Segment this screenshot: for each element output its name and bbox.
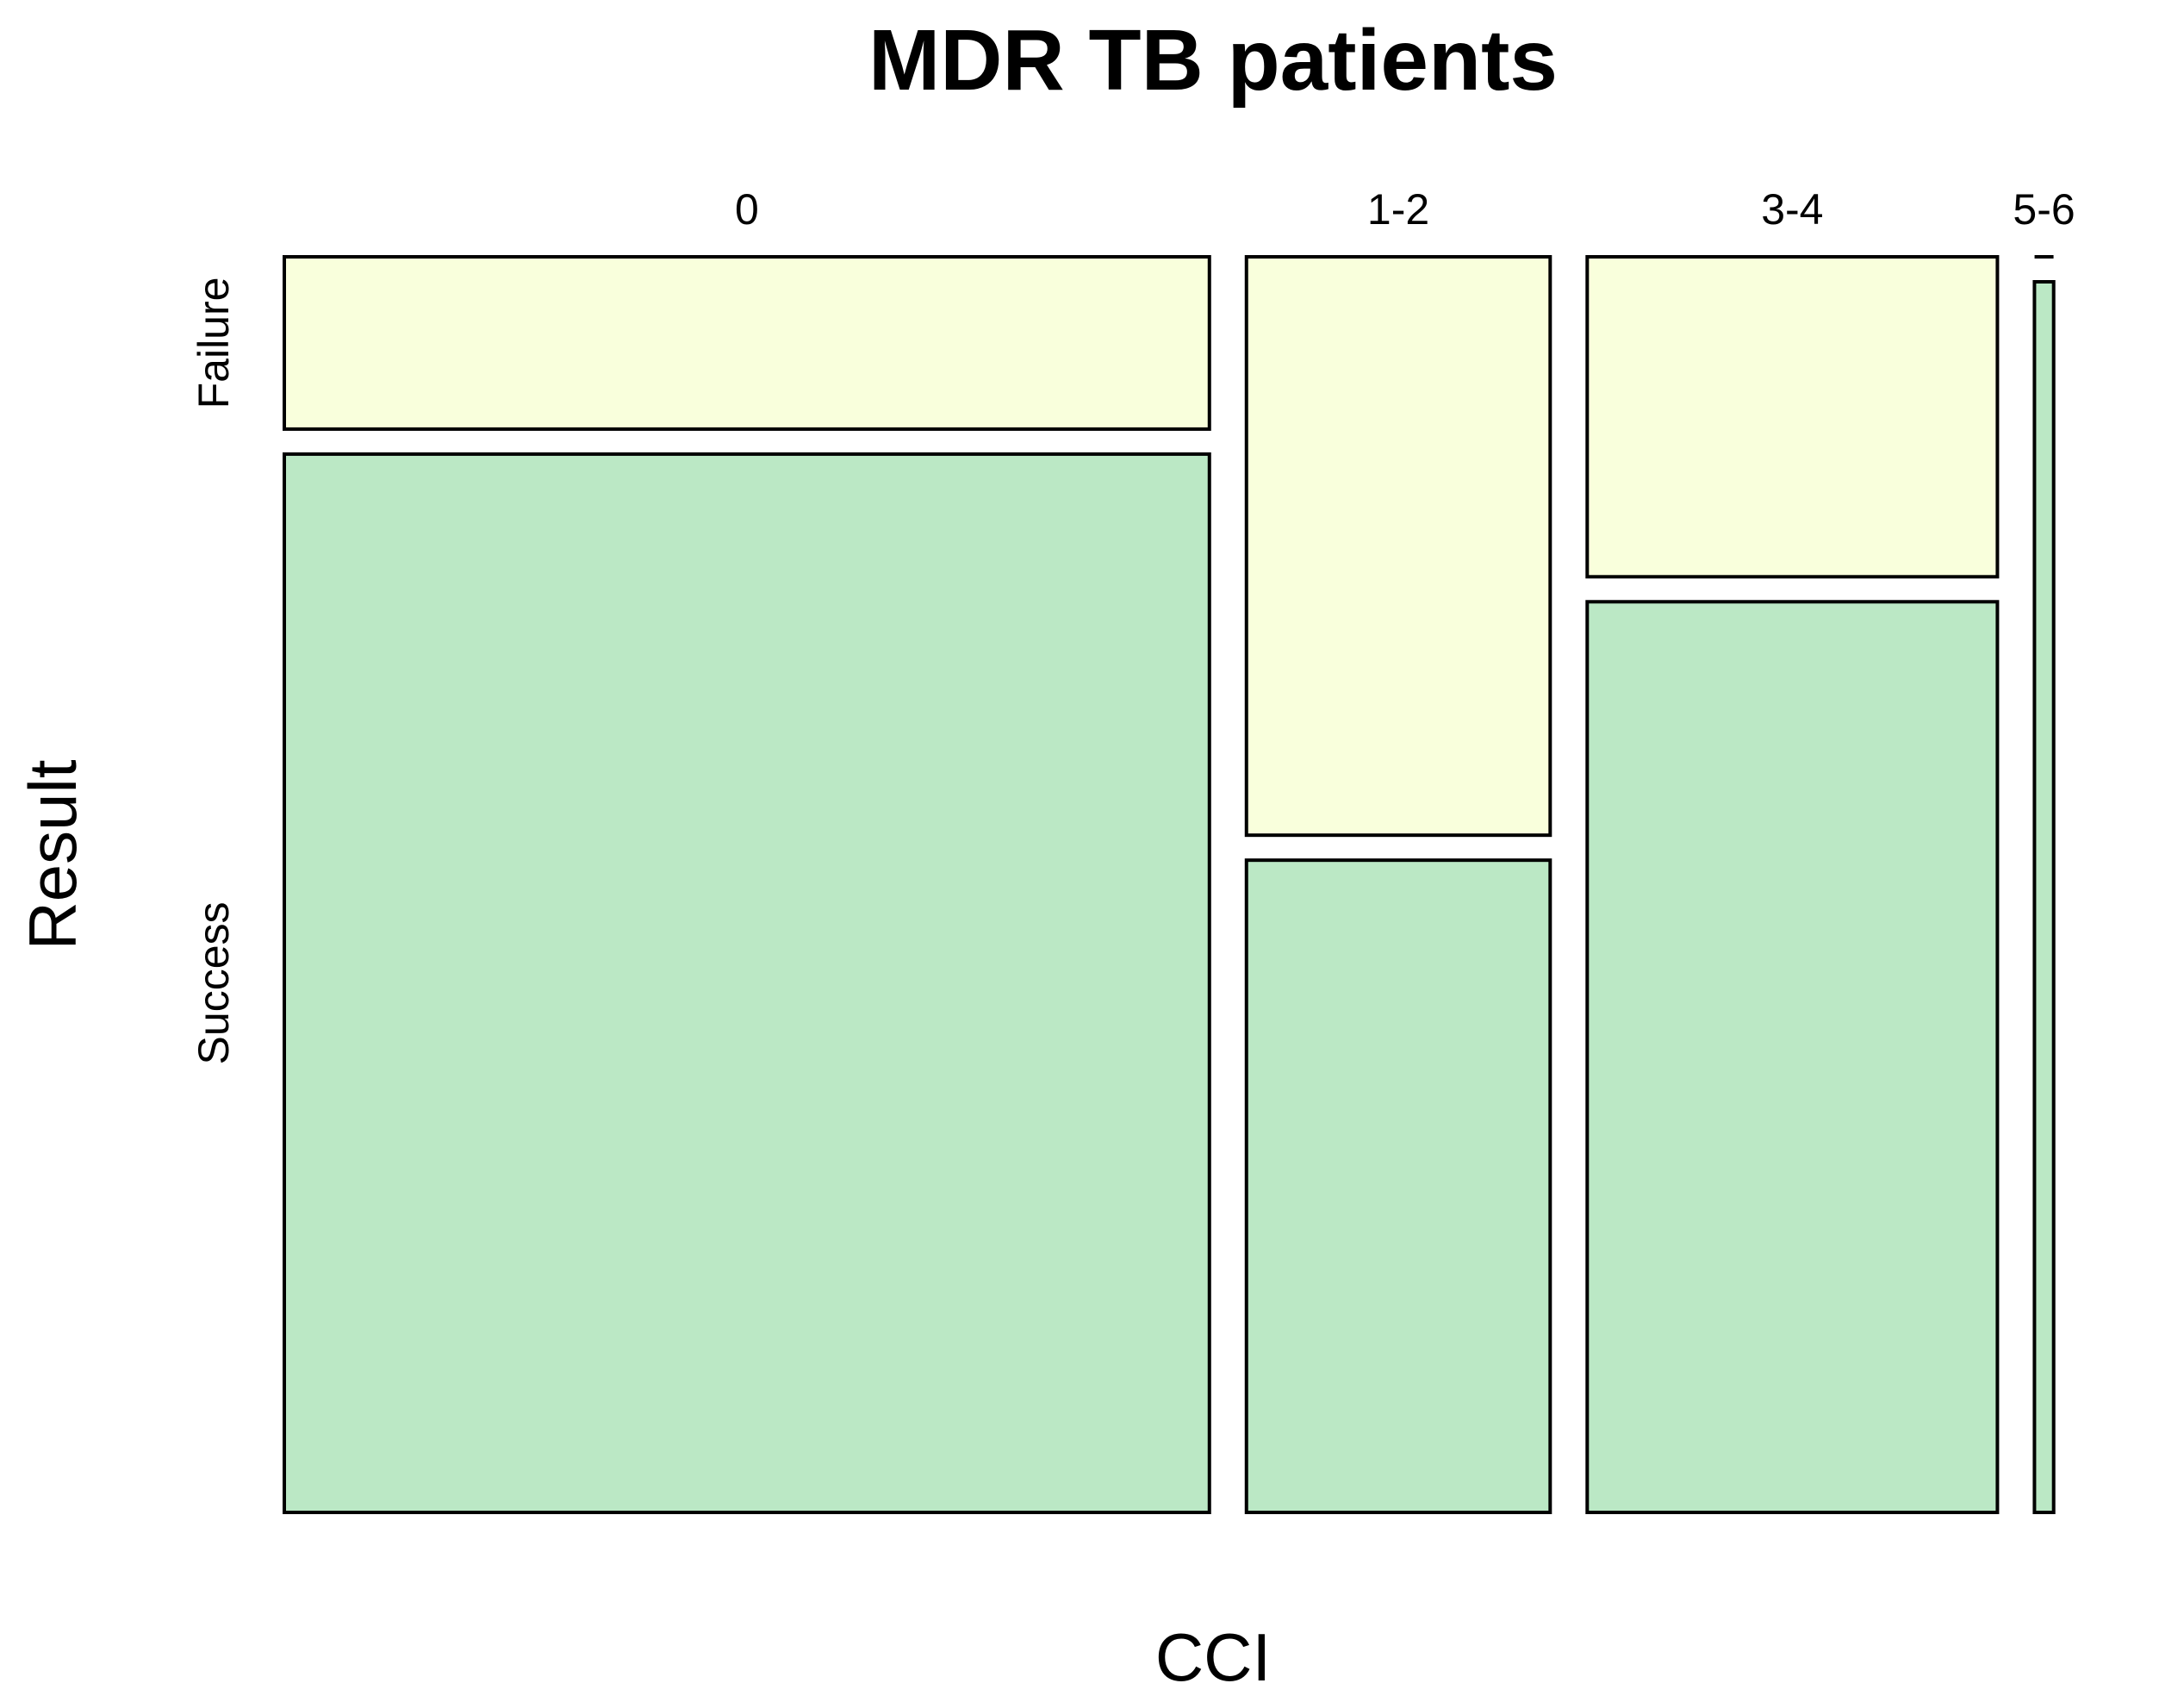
tile-success-5-6 bbox=[2032, 280, 2056, 1514]
tile-success-3-4 bbox=[1585, 600, 2000, 1514]
tile-failure-0 bbox=[283, 255, 1211, 431]
column-labels: 0 1-2 3-4 5-6 bbox=[735, 185, 2075, 234]
y-axis-title: Result bbox=[15, 759, 90, 950]
tile-failure-3-4 bbox=[1585, 255, 2000, 579]
column-label-5-6: 5-6 bbox=[2013, 185, 2075, 234]
row-label-failure: Failure bbox=[190, 277, 238, 409]
column-label-1-2: 1-2 bbox=[1367, 185, 1429, 234]
column-label-0: 0 bbox=[735, 185, 759, 234]
chart-title: MDR TB patients bbox=[868, 12, 1558, 109]
row-labels: Failure Success bbox=[190, 277, 238, 1065]
mosaic-tiles bbox=[283, 255, 2056, 1514]
x-axis-title: CCI bbox=[1155, 1619, 1271, 1695]
tile-failure-1-2 bbox=[1244, 255, 1552, 838]
row-label-success: Success bbox=[190, 901, 238, 1064]
tile-success-0 bbox=[283, 452, 1211, 1514]
column-label-3-4: 3-4 bbox=[1761, 185, 1823, 234]
tile-success-1-2 bbox=[1244, 858, 1552, 1514]
